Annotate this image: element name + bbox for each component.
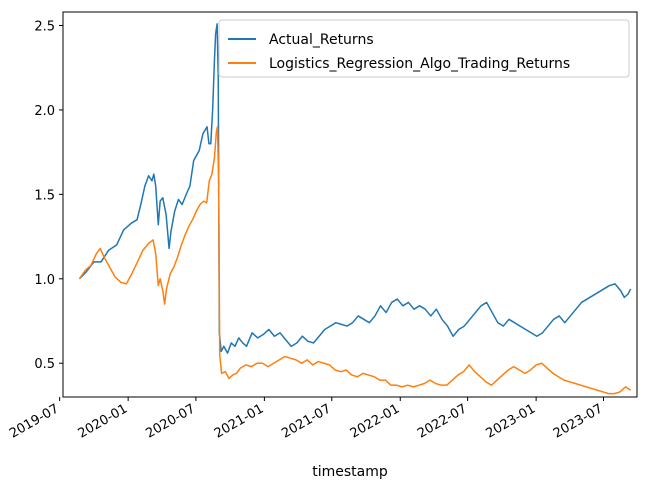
y-axis: 0.5 1.0 1.5 2.0 2.5 xyxy=(34,20,63,372)
plot-frame xyxy=(62,11,638,398)
legend: Actual_Returns Logistics_Regression_Algo_… xyxy=(218,19,630,78)
x-tick-label: 2021-07 xyxy=(279,401,334,441)
x-tick-label: 2021-01 xyxy=(212,401,267,441)
x-tick-label: 2020-07 xyxy=(143,401,198,441)
y-tick-label: 1.5 xyxy=(34,188,55,203)
y-tick-label: 0.5 xyxy=(34,357,55,372)
x-tick-label: 2020-01 xyxy=(76,401,131,441)
x-tick-label: 2023-01 xyxy=(484,401,539,441)
x-axis-label: timestamp xyxy=(312,464,388,480)
legend-label-1: Actual_Returns xyxy=(269,32,374,48)
y-tick-label: 2.0 xyxy=(34,104,55,119)
y-tick-label: 2.5 xyxy=(34,20,55,35)
x-tick-label: 2022-01 xyxy=(348,401,403,441)
x-tick-label: 2019-07 xyxy=(7,401,62,441)
series-layer xyxy=(78,23,632,395)
legend-label-2: Logistics_Regression_Algo_Trading_Return… xyxy=(269,56,570,72)
series-line-1 xyxy=(78,23,632,354)
x-tick-label: 2022-07 xyxy=(415,401,470,441)
x-tick-label: 2023-07 xyxy=(551,401,606,441)
series-line-2 xyxy=(78,126,632,395)
y-tick-label: 1.0 xyxy=(34,273,55,288)
x-axis: 2019-07 2020-01 2020-07 2021-01 2021-07 2022-… xyxy=(7,397,605,442)
legend-box xyxy=(218,19,630,78)
